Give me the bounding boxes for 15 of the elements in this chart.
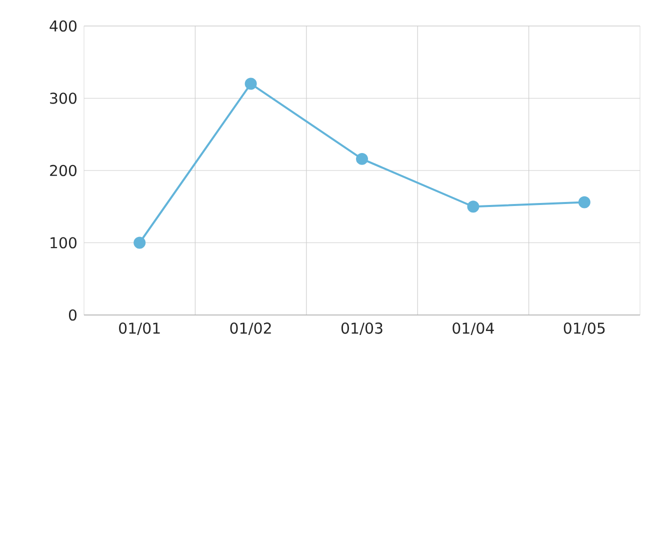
x-tick-label: 01/01	[119, 322, 160, 335]
x-tick-label: 01/02	[230, 322, 271, 335]
point	[134, 236, 146, 249]
y-tick-label: 200	[50, 164, 76, 176]
x-tick-label: 01/05	[564, 322, 605, 335]
point	[578, 196, 590, 208]
y-tick-label: 100	[50, 237, 76, 248]
point	[356, 152, 368, 165]
x-tick-label: 01/03	[341, 322, 382, 335]
y-tick-label: 300	[50, 92, 76, 104]
y-tick-label: 400	[50, 20, 76, 32]
point	[244, 78, 257, 90]
y-tick-label: 0	[68, 309, 76, 321]
x-tick-label: 01/04	[452, 322, 494, 335]
point	[467, 200, 480, 213]
